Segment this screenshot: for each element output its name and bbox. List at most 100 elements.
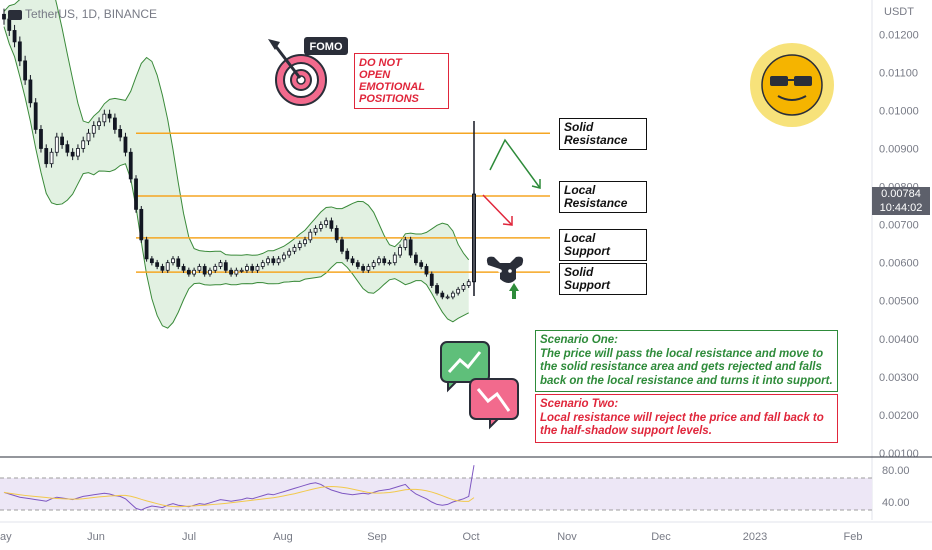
candle-body [276,258,281,264]
green-projection-arrow [489,138,541,189]
candle-body [445,296,450,299]
candle-body [192,269,197,275]
candle-body [123,136,128,153]
candle-body [54,136,59,153]
label-line: Resistance [564,196,628,210]
bearish-chat-icon [469,378,519,430]
candle-body [345,250,350,260]
time-tick-label: 2023 [743,531,767,543]
candle-body [403,239,408,248]
candle-body [229,269,233,275]
label-line: Solid [564,120,594,134]
candle-body [377,258,381,264]
candle-body [149,258,154,264]
candle-body [271,258,276,264]
candle-body [144,239,149,260]
candle-body [324,220,329,225]
red-projection-arrow [482,194,513,226]
candle-body [387,262,392,265]
candle-body [60,136,64,146]
candle-body [128,151,133,180]
candle-body [340,239,344,252]
candle-body [260,262,265,267]
scenario-one-note: Scenario One: The price will pass the lo… [535,330,838,392]
candle-body [39,129,43,149]
candle-body [429,273,434,286]
rsi-band [0,478,872,510]
candle-body [245,266,249,271]
price-tick-label: 0.00600 [879,258,919,270]
candle-body [450,292,455,298]
candle-body [308,231,313,241]
candle-body [366,266,371,271]
candle-body [155,262,160,267]
candle-body [139,208,144,241]
candle-body [28,79,33,104]
rsi-ma-line [3,486,475,508]
candle-body [118,129,123,138]
time-tick-label: Nov [557,531,577,543]
bollinger-fill [4,0,469,329]
candle-body [91,125,96,134]
time-tick-label: Oct [462,531,479,543]
fomo-line: DO NOT [359,57,402,69]
solid-resistance-label: Solid Resistance [559,118,647,150]
candle-body [329,220,334,229]
candle-body [424,266,429,275]
candle-body [239,269,244,272]
price-tick-label: 0.01200 [879,29,919,41]
candle-body [408,239,413,256]
level-lines [136,132,550,273]
candle-body [440,292,445,298]
bollinger-upper [3,0,470,261]
candle-body [17,41,22,62]
price-tick-label: 0.00300 [879,372,919,384]
sun-icon [750,43,834,127]
label-line: Local [564,183,596,197]
scenario-text: The price will pass the local resistance… [540,347,833,387]
rsi-tick-label: 40.00 [882,497,910,509]
candle-body [33,102,38,130]
candle-body [414,254,418,264]
time-tick-label: Feb [844,531,863,543]
bull-icon [486,256,524,299]
candle-body [287,250,292,256]
candle-body [70,151,75,157]
candles [2,8,476,300]
candle-body [382,258,387,264]
candle-body [134,178,138,210]
price-tick-label: 0.00700 [879,220,919,232]
price-tick-label: 0.00400 [879,334,919,346]
time-tick-label: Jul [182,531,196,543]
candle-body [234,269,239,275]
scenario-title: Scenario Two: [540,398,619,410]
fomo-warning-note: DO NOT OPEN EMOTIONAL POSITIONS [354,53,449,109]
candle-body [176,258,181,267]
local-support-label: Local Support [559,229,647,261]
candle-body [313,228,318,233]
candle-body [250,266,255,271]
price-tick-label: 0.01100 [879,67,918,79]
candle-body [171,258,175,264]
candle-body [160,266,165,271]
candle-body [350,258,355,264]
candle-body [76,148,80,157]
scenario-text: Local resistance will reject the price a… [540,411,824,438]
candle-body [435,285,439,294]
candle-body [355,262,360,267]
candle-body [2,13,6,20]
price-tick-label: 0.00900 [879,143,919,155]
scenario-title: Scenario One: [540,334,618,346]
label-line: Resistance [564,133,628,147]
price-tick-label: 0.00100 [879,448,919,460]
price-tick-label: 0.00500 [879,296,919,308]
fomo-line: EMOTIONAL [359,81,425,93]
scenario-two-note: Scenario Two: Local resistance will reje… [535,394,838,443]
candle-body [456,288,461,294]
fomo-badge: FOMO [304,37,348,55]
svg-text:FOMO: FOMO [310,41,343,53]
candle-body [218,262,223,267]
rsi-panel: 80.00 40.00 [0,465,910,511]
fomo-line: POSITIONS [359,93,419,105]
